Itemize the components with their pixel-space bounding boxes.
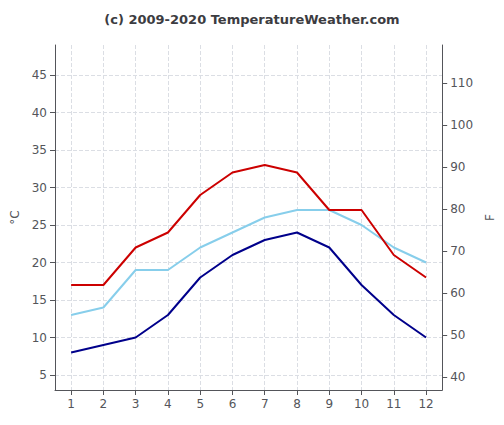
svg-text:90: 90 — [450, 160, 465, 174]
svg-text:12: 12 — [418, 397, 433, 411]
svg-text:5: 5 — [196, 397, 204, 411]
svg-text:8: 8 — [293, 397, 301, 411]
svg-text:9: 9 — [325, 397, 333, 411]
svg-text:F: F — [483, 214, 497, 221]
svg-text:40: 40 — [450, 370, 465, 384]
svg-text:15: 15 — [32, 293, 47, 307]
svg-text:10: 10 — [32, 331, 47, 345]
svg-text:11: 11 — [386, 397, 401, 411]
svg-text:7: 7 — [261, 397, 269, 411]
svg-text:30: 30 — [32, 181, 47, 195]
svg-text:50: 50 — [450, 328, 465, 342]
svg-text:2: 2 — [100, 397, 108, 411]
svg-text:70: 70 — [450, 244, 465, 258]
svg-text:25: 25 — [32, 218, 47, 232]
svg-text:°C: °C — [8, 210, 22, 224]
svg-text:(c) 2009-2020 TemperatureWeath: (c) 2009-2020 TemperatureWeather.com — [104, 12, 399, 27]
svg-text:45: 45 — [32, 68, 47, 82]
svg-text:10: 10 — [354, 397, 369, 411]
svg-text:110: 110 — [450, 76, 473, 90]
svg-text:40: 40 — [32, 106, 47, 120]
svg-text:80: 80 — [450, 202, 465, 216]
svg-text:5: 5 — [39, 368, 47, 382]
svg-text:6: 6 — [229, 397, 237, 411]
svg-text:100: 100 — [450, 118, 473, 132]
svg-text:20: 20 — [32, 256, 47, 270]
svg-text:60: 60 — [450, 286, 465, 300]
svg-text:4: 4 — [164, 397, 172, 411]
svg-text:1: 1 — [67, 397, 75, 411]
svg-text:35: 35 — [32, 143, 47, 157]
svg-text:3: 3 — [132, 397, 140, 411]
